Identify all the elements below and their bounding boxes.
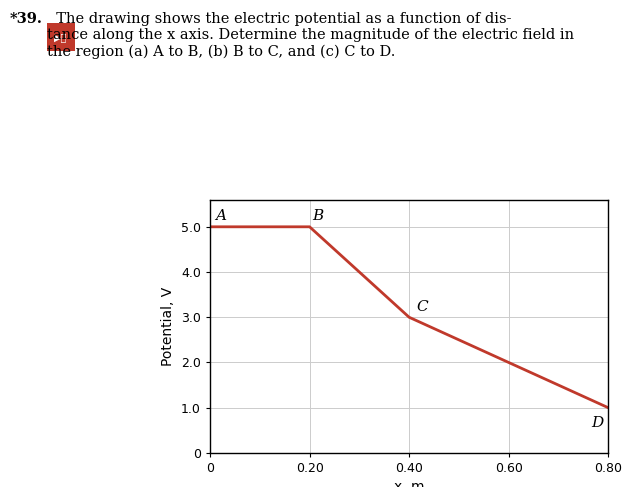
Text: B: B <box>312 209 324 223</box>
Y-axis label: Potential, V: Potential, V <box>162 287 176 366</box>
Text: D: D <box>591 416 603 430</box>
Text: The drawing shows the electric potential as a function of dis-
tance along the x: The drawing shows the electric potential… <box>47 12 574 59</box>
Text: ▶⏸: ▶⏸ <box>55 32 68 42</box>
Text: A: A <box>215 209 226 223</box>
Text: C: C <box>416 300 428 314</box>
X-axis label: x, m: x, m <box>394 481 424 487</box>
Text: *39.: *39. <box>9 12 42 26</box>
